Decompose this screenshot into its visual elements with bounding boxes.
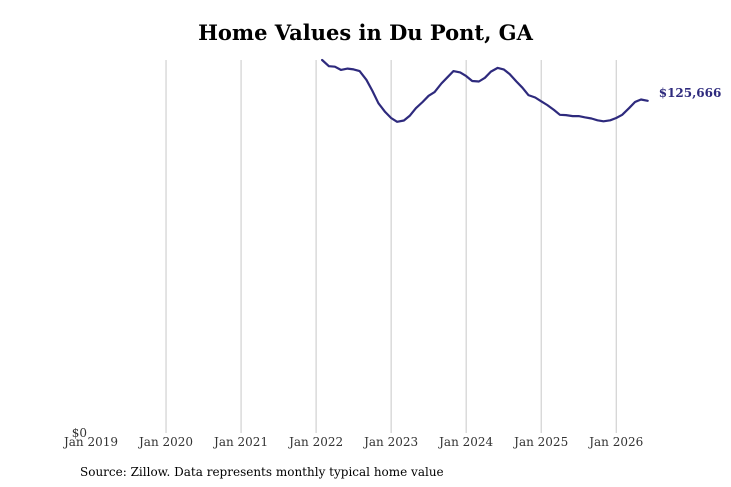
x-tick-label: Jan 2025 bbox=[512, 435, 568, 449]
y-tick-label: $0 bbox=[72, 426, 87, 440]
x-tick-label: Jan 2022 bbox=[287, 435, 343, 449]
x-tick-label: Jan 2023 bbox=[362, 435, 418, 449]
x-tick-label: Jan 2026 bbox=[587, 435, 643, 449]
source-note: Source: Zillow. Data represents monthly … bbox=[80, 465, 444, 479]
x-axis-ticks: Jan 2019 Jan 2020 Jan 2021 Jan 2022 Jan 2023… bbox=[62, 435, 643, 449]
gridlines bbox=[165, 60, 617, 433]
x-tick-label: Jan 2024 bbox=[437, 435, 493, 449]
chart-title: Home Values in Du Pont, GA bbox=[198, 20, 533, 45]
x-tick-label: Jan 2021 bbox=[212, 435, 268, 449]
x-tick-label: Jan 2020 bbox=[137, 435, 193, 449]
end-value-label: $125,666 bbox=[659, 86, 722, 100]
x-tick-label: Jan 2019 bbox=[62, 435, 118, 449]
y-axis-ticks: $0 bbox=[72, 426, 87, 440]
series-line bbox=[321, 58, 649, 123]
